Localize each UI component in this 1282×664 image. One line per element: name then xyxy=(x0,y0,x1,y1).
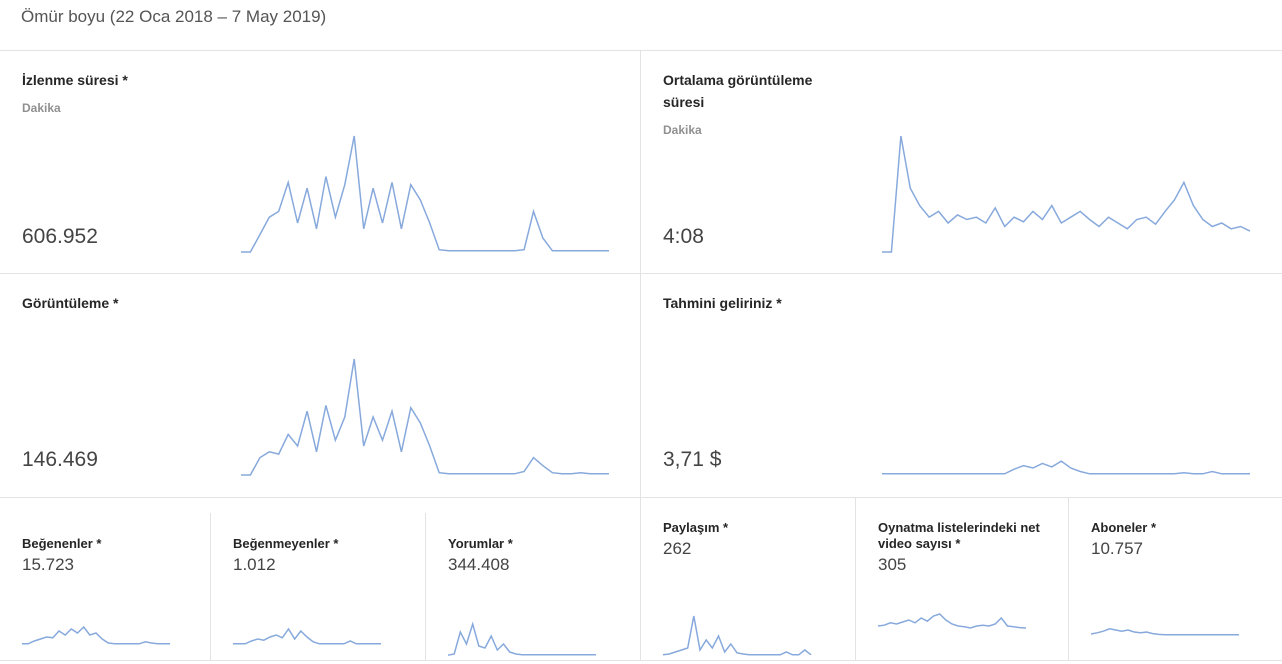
divider xyxy=(0,497,1282,498)
metric-card: Aboneler * 10.757 xyxy=(1069,520,1274,559)
metric-card: Beğenenler * 15.723 xyxy=(0,536,205,575)
sparkline xyxy=(877,613,1027,629)
sparkline xyxy=(233,627,381,645)
card-value: 305 xyxy=(878,555,907,574)
sparkline xyxy=(22,625,170,645)
card-unit: Dakika xyxy=(663,123,702,137)
card-title: Oynatma listelerindeki net video sayısı … xyxy=(878,520,1040,551)
card-title: Ortalama görüntüleme süresi xyxy=(663,72,813,110)
metric-card: Ortalama görüntüleme süresi Dakika 4:08 xyxy=(641,51,1281,273)
spark-line xyxy=(662,615,812,656)
metric-card: Beğenmeyenler * 1.012 xyxy=(211,536,416,575)
card-title: Aboneler * xyxy=(1091,520,1157,535)
sparkline xyxy=(241,358,609,476)
metric-card: Tahmini geliriniz * 3,71 $ xyxy=(641,274,1281,496)
card-title: Paylaşım * xyxy=(663,520,729,535)
divider xyxy=(0,273,1282,274)
card-value: 606.952 xyxy=(22,225,98,248)
sparkline xyxy=(662,615,812,656)
metric-card: Paylaşım * 262 xyxy=(641,520,846,559)
divider xyxy=(425,513,426,660)
card-title: Tahmini geliriniz * xyxy=(663,295,782,311)
card-title: Beğenenler * xyxy=(22,536,102,551)
metric-card: Görüntüleme * 146.469 xyxy=(0,274,640,496)
card-value: 4:08 xyxy=(663,225,704,248)
sparkline xyxy=(447,621,596,656)
card-value: 146.469 xyxy=(22,448,98,471)
card-value: 15.723 xyxy=(22,555,74,574)
sparkline xyxy=(882,460,1250,475)
spark-line xyxy=(233,627,381,645)
card-title: Görüntüleme * xyxy=(22,295,119,311)
card-title: Yorumlar * xyxy=(448,536,513,551)
sparkline xyxy=(882,135,1251,253)
spark-line xyxy=(877,613,1027,629)
spark-line xyxy=(22,625,170,645)
card-value: 10.757 xyxy=(1091,539,1143,558)
card-value: 262 xyxy=(663,539,692,558)
spark-line xyxy=(241,135,609,253)
card-value: 3,71 $ xyxy=(663,448,722,471)
sparkline xyxy=(1090,628,1239,636)
metric-card: Oynatma listelerindeki net video sayısı … xyxy=(856,520,1061,575)
card-unit: Dakika xyxy=(22,101,61,115)
metric-card: Yorumlar * 344.408 xyxy=(426,536,631,575)
spark-line xyxy=(882,460,1250,475)
sparkline xyxy=(241,135,609,253)
spark-line xyxy=(882,135,1251,253)
divider xyxy=(855,497,856,660)
divider xyxy=(1068,497,1069,660)
divider xyxy=(210,513,211,660)
card-value: 1.012 xyxy=(233,555,276,574)
period-title: Ömür boyu (22 Oca 2018 – 7 May 2019) xyxy=(21,7,327,26)
spark-line xyxy=(447,621,596,656)
card-value: 344.408 xyxy=(448,555,510,574)
spark-line xyxy=(241,358,609,476)
card-title: Beğenmeyenler * xyxy=(233,536,339,551)
metric-card: İzlenme süresi * Dakika 606.952 xyxy=(0,51,640,273)
card-title: İzlenme süresi * xyxy=(22,72,128,88)
divider xyxy=(0,660,1282,661)
divider xyxy=(0,50,1282,51)
spark-line xyxy=(1090,628,1239,636)
divider xyxy=(640,50,641,660)
